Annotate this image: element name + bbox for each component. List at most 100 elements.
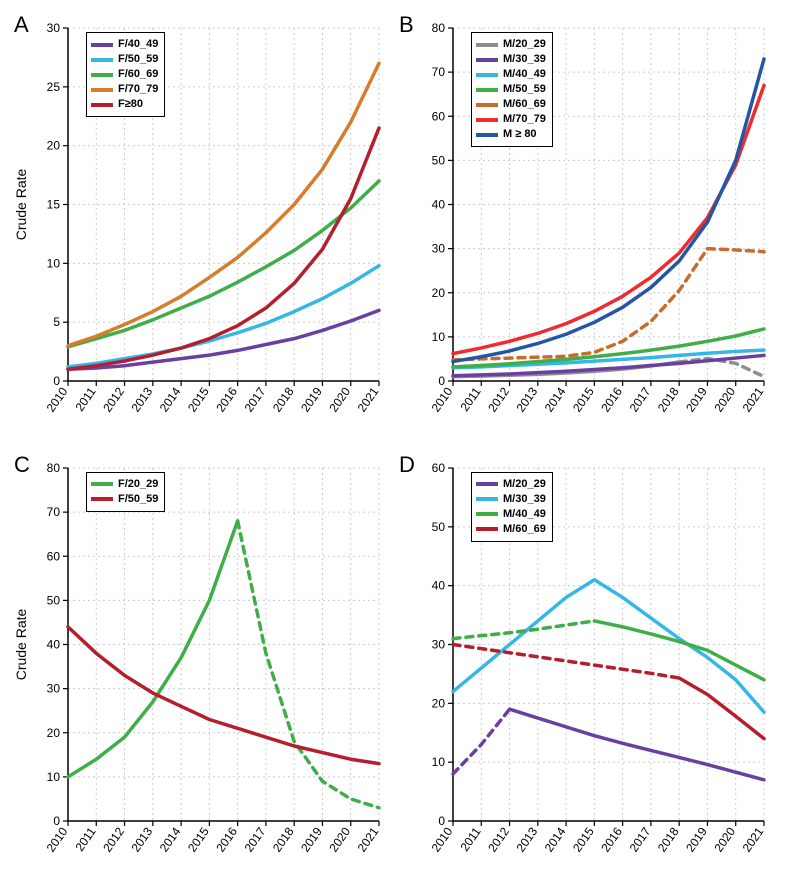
legend-item: M/50_59 (476, 82, 546, 97)
chart-b: 0102030405060708020102011201220132014201… (395, 10, 776, 443)
svg-text:2016: 2016 (598, 384, 625, 414)
svg-text:30: 30 (432, 637, 446, 651)
legend-label: M/40_49 (503, 67, 546, 82)
panel-label-b: B (399, 12, 414, 38)
svg-text:2021: 2021 (740, 384, 767, 414)
svg-text:2015: 2015 (570, 824, 597, 854)
legend-label: M/20_29 (503, 37, 546, 52)
legend-label: F/50_59 (118, 492, 158, 507)
panel-b: B010203040506070802010201120122013201420… (395, 10, 776, 446)
svg-text:2010: 2010 (429, 384, 456, 414)
svg-text:2017: 2017 (242, 824, 269, 854)
legend-item: F/60_69 (91, 67, 158, 82)
svg-text:2021: 2021 (355, 384, 382, 414)
svg-text:Crude Rate: Crude Rate (13, 168, 29, 240)
legend-swatch (476, 133, 498, 137)
legend-label: M/40_49 (503, 507, 546, 522)
legend-c: F/20_29F/50_59 (86, 472, 165, 512)
legend-d: M/20_29M/30_39M/40_49M/60_69 (471, 472, 553, 542)
svg-text:50: 50 (432, 153, 446, 167)
legend-swatch (476, 482, 498, 486)
svg-text:2019: 2019 (298, 384, 325, 414)
svg-text:40: 40 (47, 637, 61, 651)
legend-label: M/20_29 (503, 477, 546, 492)
svg-text:80: 80 (47, 461, 61, 475)
legend-item: M/40_49 (476, 67, 546, 82)
legend-item: F/50_59 (91, 52, 158, 67)
svg-text:2013: 2013 (513, 384, 540, 414)
legend-label: F/40_49 (118, 37, 158, 52)
svg-text:2013: 2013 (513, 824, 540, 854)
legend-item: M ≥ 80 (476, 127, 546, 142)
svg-text:2016: 2016 (598, 824, 625, 854)
chart-c: 0102030405060708020102011201220132014201… (10, 450, 391, 883)
svg-text:40: 40 (432, 198, 446, 212)
legend-label: F/20_29 (118, 477, 158, 492)
legend-swatch (476, 103, 498, 107)
svg-text:30: 30 (432, 242, 446, 256)
svg-text:2015: 2015 (185, 384, 212, 414)
svg-text:2011: 2011 (72, 824, 98, 853)
legend-swatch (91, 497, 113, 501)
svg-text:2017: 2017 (627, 824, 654, 854)
legend-swatch (476, 43, 498, 47)
legend-item: M/40_49 (476, 507, 546, 522)
panel-label-c: C (14, 452, 30, 478)
legend-label: F/70_79 (118, 82, 158, 97)
legend-swatch (476, 73, 498, 77)
legend-label: M ≥ 80 (503, 127, 537, 142)
legend-label: M/70_79 (503, 112, 546, 127)
svg-text:2014: 2014 (542, 824, 569, 854)
svg-text:2015: 2015 (185, 824, 212, 854)
legend-label: M/30_39 (503, 52, 546, 67)
legend-item: M/60_69 (476, 522, 546, 537)
panel-label-a: A (14, 12, 29, 38)
legend-label: M/50_59 (503, 82, 546, 97)
svg-text:2021: 2021 (740, 824, 767, 854)
svg-text:2013: 2013 (128, 824, 155, 854)
legend-item: F/40_49 (91, 37, 158, 52)
svg-text:2018: 2018 (655, 384, 682, 414)
legend-item: F/50_59 (91, 492, 158, 507)
svg-text:2018: 2018 (270, 824, 297, 854)
svg-text:40: 40 (432, 578, 446, 592)
svg-text:10: 10 (47, 769, 61, 783)
svg-text:2018: 2018 (655, 824, 682, 854)
chart-d: 0102030405060201020112012201320142015201… (395, 450, 776, 883)
svg-text:2011: 2011 (457, 824, 483, 853)
chart-a: 0510152025302010201120122013201420152016… (10, 10, 391, 443)
svg-text:2019: 2019 (683, 824, 710, 854)
svg-text:20: 20 (432, 696, 446, 710)
panel-a: A051015202530201020112012201320142015201… (10, 10, 391, 446)
svg-text:2015: 2015 (570, 384, 597, 414)
legend-swatch (476, 88, 498, 92)
svg-text:50: 50 (432, 519, 446, 533)
svg-text:50: 50 (47, 593, 61, 607)
svg-text:10: 10 (432, 330, 446, 344)
legend-item: M/30_39 (476, 492, 546, 507)
svg-text:15: 15 (47, 198, 61, 212)
legend-swatch (91, 482, 113, 486)
svg-text:2014: 2014 (542, 384, 569, 414)
legend-swatch (476, 512, 498, 516)
svg-text:2020: 2020 (711, 824, 738, 854)
legend-item: M/60_69 (476, 97, 546, 112)
svg-text:2012: 2012 (100, 384, 127, 414)
legend-swatch (91, 43, 113, 47)
legend-swatch (476, 497, 498, 501)
svg-text:Crude Rate: Crude Rate (13, 608, 29, 680)
legend-swatch (476, 118, 498, 122)
svg-text:2017: 2017 (242, 384, 269, 414)
svg-text:2017: 2017 (627, 384, 654, 414)
legend-item: F/70_79 (91, 82, 158, 97)
svg-text:2011: 2011 (72, 384, 98, 413)
svg-text:60: 60 (432, 461, 446, 475)
legend-item: F≥80 (91, 97, 158, 112)
legend-label: M/60_69 (503, 97, 546, 112)
legend-item: M/20_29 (476, 37, 546, 52)
svg-text:20: 20 (47, 725, 61, 739)
svg-text:2021: 2021 (355, 824, 382, 854)
legend-item: M/20_29 (476, 477, 546, 492)
legend-swatch (91, 73, 113, 77)
svg-text:2019: 2019 (683, 384, 710, 414)
